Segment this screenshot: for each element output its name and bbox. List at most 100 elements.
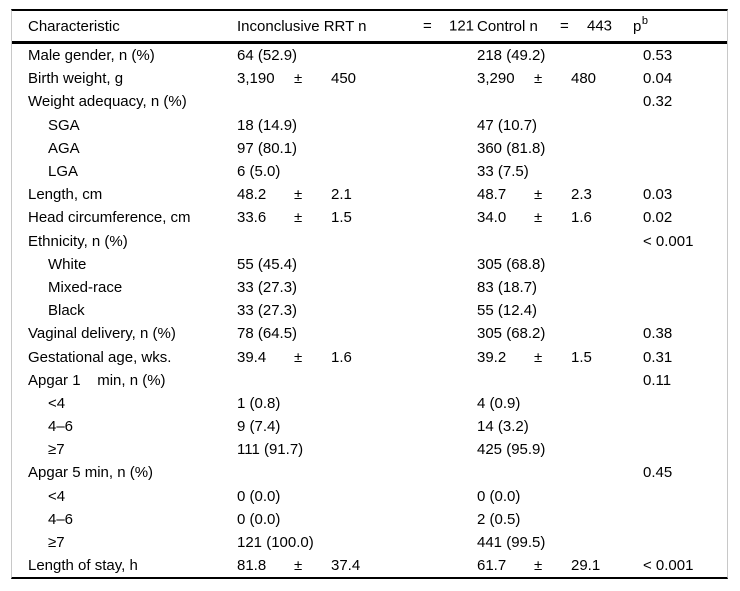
- group1-cell: 1 (0.8): [237, 395, 477, 412]
- header-group2-equals: =: [560, 17, 569, 35]
- group1-value: 1 (0.8): [237, 394, 281, 412]
- table-row: Black 33 (27.3) 55 (12.4): [12, 299, 727, 322]
- plus-minus-sign: [537, 117, 574, 134]
- row-label: ≥7: [48, 441, 65, 459]
- header-p-label: p: [633, 17, 642, 35]
- plus-minus-sign: [545, 47, 582, 64]
- row-label: <4: [48, 487, 66, 505]
- plus-minus-sign: [545, 140, 582, 157]
- plus-minus-sign: [545, 534, 582, 551]
- plus-minus-sign: [297, 325, 334, 342]
- table-row: Apgar 5 min, n (%) 0.45: [12, 461, 727, 484]
- group1-value: 55 (45.4): [237, 255, 298, 273]
- header-p-superscript: b: [641, 14, 648, 27]
- group2-value: 48.7: [477, 186, 507, 204]
- group2-cell: 33 (7.5): [477, 163, 643, 180]
- p-value: < 0.001: [643, 557, 694, 575]
- plus-minus-sign: ±: [294, 70, 303, 88]
- p-value: 0.38: [643, 325, 673, 343]
- table-row: Length, cm 48.2 ± 2.1 48.7 ± 2.3 0.03: [12, 183, 727, 206]
- group1-cell: 78 (64.5): [237, 325, 477, 342]
- group2-cell: 47 (10.7): [477, 117, 643, 134]
- group2-sd: 29.1: [571, 557, 601, 575]
- table-row: AGA 97 (80.1) 360 (81.8): [12, 137, 727, 160]
- group2-cell: 2 (0.5): [477, 511, 643, 528]
- group2-cell: 39.2 ± 1.5: [477, 349, 643, 366]
- group1-cell: 97 (80.1): [237, 140, 477, 157]
- row-label: Ethnicity, n (%): [28, 232, 128, 250]
- table-header-row: Characteristic Inconclusive RRT n = 121 …: [12, 11, 727, 44]
- group2-value: 4 (0.9): [477, 394, 521, 412]
- plus-minus-sign: [545, 256, 582, 273]
- group1-cell: 39.4 ± 1.6: [237, 349, 477, 366]
- group1-cell: 121 (100.0): [237, 534, 477, 551]
- plus-minus-sign: [297, 279, 334, 296]
- group1-sd: 37.4: [331, 557, 361, 575]
- characteristics-table: Characteristic Inconclusive RRT n = 121 …: [11, 9, 728, 580]
- plus-minus-sign: ±: [294, 348, 303, 366]
- p-value: 0.02: [643, 209, 673, 227]
- group2-cell: 305 (68.8): [477, 256, 643, 273]
- group2-value: 61.7: [477, 557, 507, 575]
- header-group1-label: Inconclusive RRT n: [237, 17, 367, 35]
- plus-minus-sign: [297, 256, 334, 273]
- group2-cell: 61.7 ± 29.1: [477, 557, 643, 574]
- row-label: Male gender, n (%): [28, 47, 155, 65]
- group1-value: 33.6: [237, 209, 267, 227]
- plus-minus-sign: ±: [534, 557, 543, 575]
- plus-minus-sign: ±: [294, 557, 303, 575]
- group2-value: 425 (95.9): [477, 441, 546, 459]
- row-label: ≥7: [48, 534, 65, 552]
- row-label: SGA: [48, 116, 80, 134]
- plus-minus-sign: [294, 163, 331, 180]
- plus-minus-sign: [303, 441, 340, 458]
- group1-sd: 450: [331, 70, 357, 88]
- group1-value: 121 (100.0): [237, 534, 314, 552]
- group1-value: 81.8: [237, 557, 267, 575]
- p-value: 0.04: [643, 70, 673, 88]
- p-value: 0.11: [643, 371, 672, 389]
- table-row: Mixed-race 33 (27.3) 83 (18.7): [12, 276, 727, 299]
- group2-value: 2 (0.5): [477, 510, 521, 528]
- row-label: 4–6: [48, 510, 74, 528]
- row-label: <4: [48, 394, 66, 412]
- group1-cell: 111 (91.7): [237, 441, 477, 458]
- plus-minus-sign: [545, 325, 582, 342]
- table-row: Head circumference, cm 33.6 ± 1.5 34.0 ±…: [12, 206, 727, 229]
- header-group2-label: Control n: [477, 17, 538, 35]
- group2-cell: 14 (3.2): [477, 418, 643, 435]
- group2-value: 33 (7.5): [477, 163, 529, 181]
- group2-value: 47 (10.7): [477, 116, 538, 134]
- table-row: ≥7 121 (100.0) 441 (99.5): [12, 531, 727, 554]
- group1-value: 6 (5.0): [237, 163, 281, 181]
- plus-minus-sign: [294, 488, 331, 505]
- group2-value: 39.2: [477, 348, 507, 366]
- group1-value: 48.2: [237, 186, 267, 204]
- plus-minus-sign: ±: [534, 70, 543, 88]
- header-group1-n: 121: [449, 17, 475, 35]
- row-label: Head circumference, cm: [28, 209, 191, 227]
- plus-minus-sign: [534, 395, 571, 412]
- group2-value: 0 (0.0): [477, 487, 521, 505]
- row-label: Birth weight, g: [28, 70, 124, 88]
- p-value: 0.32: [643, 93, 673, 111]
- p-value: 0.53: [643, 47, 673, 65]
- group2-value: 218 (49.2): [477, 47, 546, 65]
- group2-cell: 34.0 ± 1.6: [477, 209, 643, 226]
- table-row: Male gender, n (%) 64 (52.9) 218 (49.2) …: [12, 44, 727, 67]
- p-value: 0.03: [643, 186, 673, 204]
- group2-cell: 218 (49.2): [477, 47, 643, 64]
- row-label: Mixed-race: [48, 278, 123, 296]
- plus-minus-sign: [537, 302, 574, 319]
- table-row: LGA 6 (5.0) 33 (7.5): [12, 160, 727, 183]
- group2-cell: 305 (68.2): [477, 325, 643, 342]
- group1-value: 9 (7.4): [237, 418, 281, 436]
- group2-value: 34.0: [477, 209, 507, 227]
- row-label: Weight adequacy, n (%): [28, 93, 187, 111]
- group2-cell: 83 (18.7): [477, 279, 643, 296]
- p-value: 0.45: [643, 464, 673, 482]
- plus-minus-sign: ±: [294, 209, 303, 227]
- group2-cell: 3,290 ± 480: [477, 70, 643, 87]
- group1-cell: 64 (52.9): [237, 47, 477, 64]
- group2-cell: 0 (0.0): [477, 488, 643, 505]
